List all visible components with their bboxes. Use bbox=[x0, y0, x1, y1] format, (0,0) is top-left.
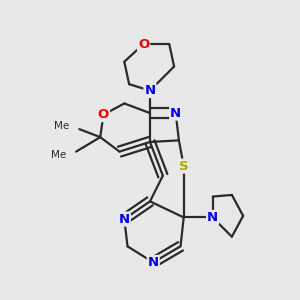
Text: S: S bbox=[179, 160, 188, 172]
Text: O: O bbox=[98, 108, 109, 121]
Text: Me: Me bbox=[51, 150, 66, 160]
Text: N: N bbox=[207, 211, 218, 224]
Text: N: N bbox=[119, 212, 130, 226]
Text: N: N bbox=[170, 106, 181, 120]
Text: N: N bbox=[148, 256, 159, 269]
Text: O: O bbox=[138, 38, 149, 50]
Text: N: N bbox=[144, 84, 156, 97]
Text: Me: Me bbox=[54, 121, 69, 131]
